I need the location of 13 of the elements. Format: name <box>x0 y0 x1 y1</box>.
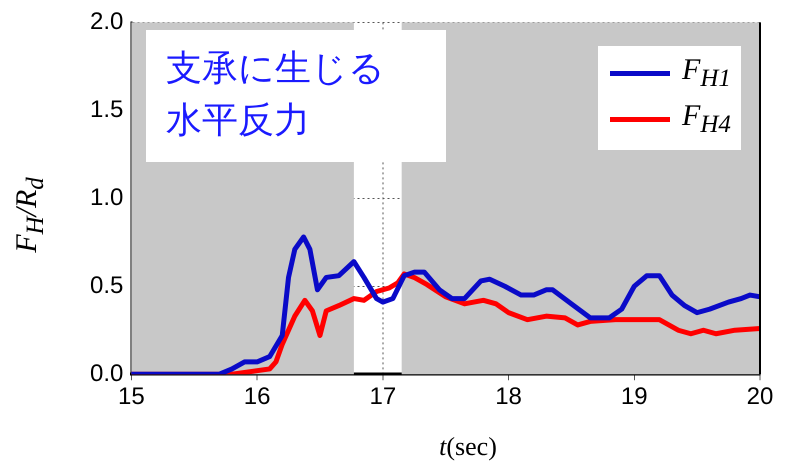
y-tick-label: 1.0 <box>90 184 124 211</box>
x-axis-title: t(sec) <box>438 432 498 462</box>
annotation: 支承に生じる水平反力 <box>146 30 446 162</box>
x-tick-label: 16 <box>244 383 270 410</box>
x-tick-label: 19 <box>620 383 648 410</box>
y-tick-label: 2.0 <box>90 8 124 36</box>
x-tick-label: 17 <box>369 383 396 410</box>
x-tick-label: 18 <box>495 383 522 410</box>
y-tick-label: 1.5 <box>90 96 124 123</box>
x-tick-label: 20 <box>746 383 774 410</box>
y-tick-label: 0.5 <box>90 272 124 299</box>
legend-label: F$_{H4}$ <box>682 99 731 139</box>
legend-label: F$_{H1}$ <box>682 53 731 93</box>
